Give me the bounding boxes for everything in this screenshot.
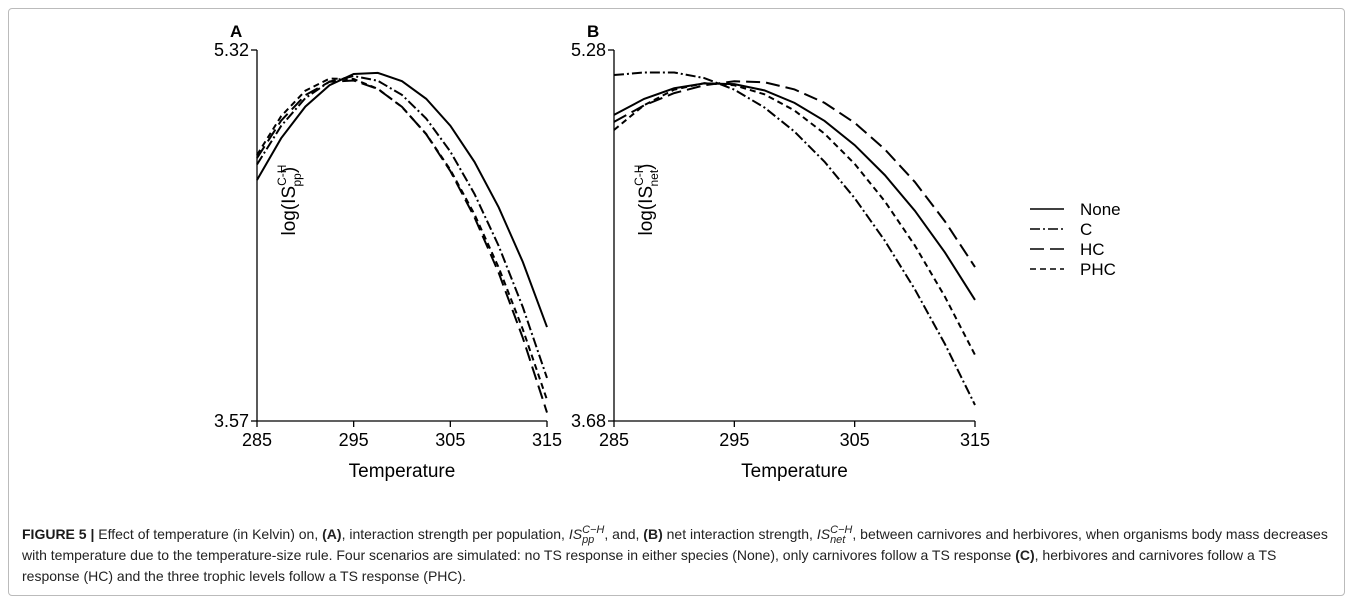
x-tick-label: 295 [719, 430, 749, 450]
caption-math: C−H pp [582, 524, 605, 546]
legend-label: PHC [1080, 260, 1116, 279]
y-tick-label: 3.57 [214, 411, 249, 431]
x-tick-label: 315 [960, 430, 990, 450]
y-tick-label: 3.68 [571, 411, 606, 431]
caption-text: (A) [322, 526, 342, 542]
x-axis-label: Temperature [349, 461, 456, 482]
caption-text: (C) [1015, 547, 1035, 563]
series-line [256, 77, 548, 401]
x-tick-label: 295 [339, 430, 369, 450]
caption-text: , herbivores and carnivores follow a TS … [22, 547, 1277, 584]
legend-label: C [1080, 220, 1092, 239]
caption-math: pp [582, 534, 595, 546]
caption-math: IS C−H pp [568, 524, 605, 546]
x-tick-label: 305 [840, 430, 870, 450]
x-tick-label: 305 [435, 430, 465, 450]
x-tick-label: 285 [242, 430, 272, 450]
series-line [256, 75, 548, 379]
caption-text: , between carnivores and herbivores, whe… [22, 526, 1328, 563]
y-axis-label: ) [279, 167, 300, 173]
caption-math: IS [816, 526, 831, 542]
caption-math: C−H [582, 524, 605, 536]
caption-math: C−H [830, 524, 853, 536]
y-tick-label: 5.28 [571, 40, 606, 60]
caption-text: (B) [643, 526, 663, 542]
series-line [613, 71, 976, 406]
y-axis-label: log(ISC-Hnet) [632, 164, 661, 236]
x-tick-label: 315 [532, 430, 562, 450]
legend-label: None [1080, 200, 1121, 219]
caption-math: IS C−H net [816, 524, 853, 546]
y-axis-label: C-H [275, 165, 289, 186]
legend-label: HC [1080, 240, 1105, 259]
caption: FIGURE 5 | Effect of temperature (in Kel… [22, 524, 1337, 586]
figure-frame [8, 8, 1345, 596]
series-line [613, 82, 976, 356]
caption-math: C−H net [830, 524, 853, 546]
series-line [256, 71, 548, 328]
y-axis-label: net [647, 169, 661, 186]
panel-label: B [587, 22, 599, 41]
y-axis-label: log(IS [279, 186, 300, 236]
caption-text: Effect of temperature (in Kelvin) on, [94, 526, 323, 542]
y-axis-label: C-H [632, 165, 646, 186]
x-tick-label: 285 [599, 430, 629, 450]
y-axis-label: log(IS [636, 186, 657, 236]
caption-text: , interaction strength per population, [341, 526, 569, 542]
y-tick-label: 5.32 [214, 40, 249, 60]
y-axis-label: pp [290, 173, 304, 187]
caption-label: FIGURE 5 | [22, 526, 95, 542]
caption-math: IS [568, 526, 583, 542]
series-line [613, 80, 976, 268]
caption-math: net [830, 534, 846, 546]
y-axis-label: log(ISC-Hpp) [275, 165, 304, 236]
panel-label: A [230, 22, 242, 41]
x-axis-label: Temperature [741, 461, 848, 482]
caption-text: net interaction strength, [662, 526, 817, 542]
caption-text: , and, [604, 526, 644, 542]
series-line [613, 82, 976, 301]
y-axis-label: ) [636, 164, 657, 170]
series-line [256, 79, 548, 413]
